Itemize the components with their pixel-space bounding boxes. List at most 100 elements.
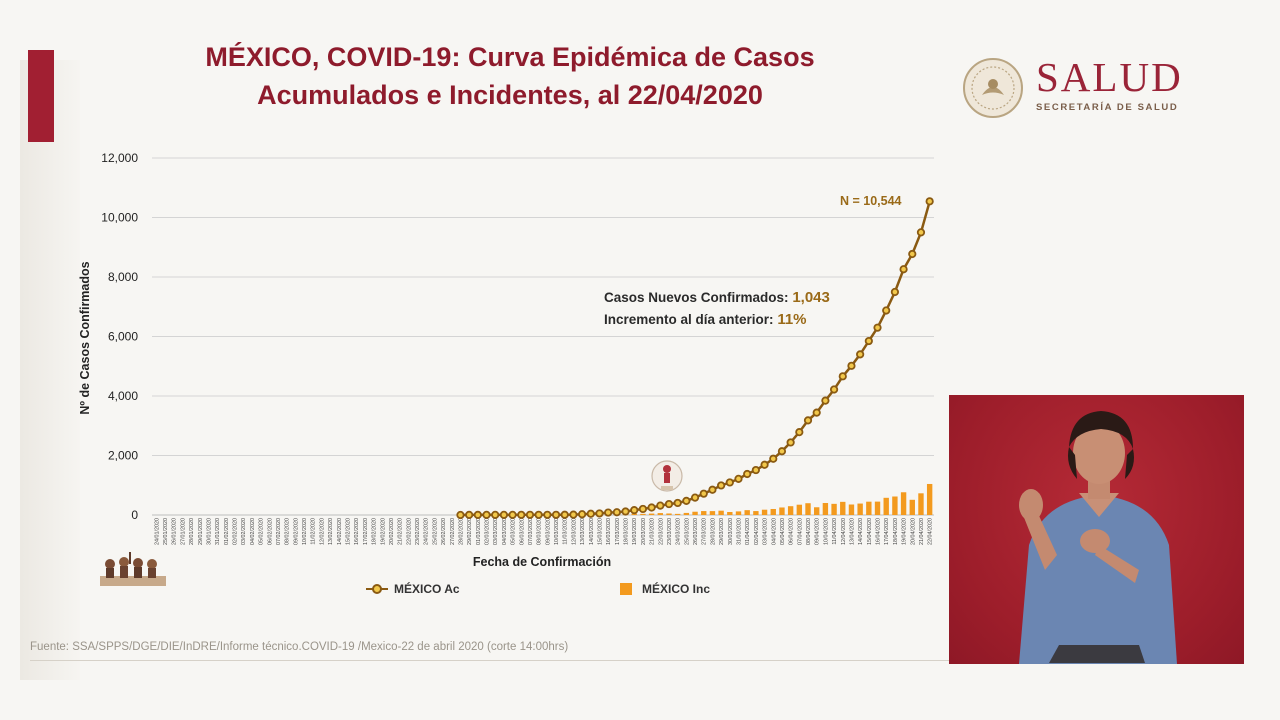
x-tick-label: 11/04/2020 bbox=[832, 518, 838, 545]
cumulative-point bbox=[543, 510, 552, 519]
new-cases-label: Casos Nuevos Confirmados: bbox=[604, 290, 789, 305]
incident-bar bbox=[805, 503, 811, 515]
x-tick-label: 16/02/2020 bbox=[354, 518, 360, 545]
incident-bar bbox=[900, 492, 907, 515]
cumulative-point bbox=[491, 510, 500, 519]
x-tick-label: 04/04/2020 bbox=[771, 518, 777, 545]
incident-bar bbox=[787, 506, 794, 515]
x-tick-label: 08/03/2020 bbox=[537, 518, 543, 545]
x-tick-label: 03/02/2020 bbox=[241, 518, 247, 545]
cumulative-point bbox=[647, 503, 656, 512]
footer-divider bbox=[30, 660, 950, 661]
x-tick-label: 19/03/2020 bbox=[632, 518, 638, 545]
x-tick-label: 02/02/2020 bbox=[233, 518, 239, 545]
x-tick-label: 28/01/2020 bbox=[189, 518, 195, 545]
cumulative-point bbox=[925, 197, 934, 206]
incident-bar bbox=[648, 513, 655, 515]
cumulative-point bbox=[586, 509, 595, 518]
cumulative-point bbox=[717, 481, 726, 490]
legend-label-incidentes: MÉXICO Inc bbox=[642, 582, 711, 596]
x-tick-label: 20/02/2020 bbox=[389, 518, 395, 545]
x-tick-label: 12/04/2020 bbox=[841, 518, 847, 545]
incident-bar bbox=[796, 504, 803, 515]
incident-bar bbox=[666, 513, 672, 515]
x-tick-label: 16/04/2020 bbox=[876, 518, 882, 545]
x-tick-label: 24/02/2020 bbox=[424, 518, 430, 545]
x-axis-ticks: 24/01/2020 25/01/2020 26/01/2020 27/01/2020… bbox=[154, 518, 933, 545]
x-tick-label: 14/02/2020 bbox=[337, 518, 343, 545]
x-tick-label: 29/02/2020 bbox=[467, 518, 473, 545]
x-tick-label: 12/03/2020 bbox=[571, 518, 577, 545]
cumulative-point bbox=[838, 372, 847, 381]
incident-bar bbox=[848, 504, 855, 515]
incident-bar bbox=[918, 493, 924, 515]
x-tick-label: 30/03/2020 bbox=[728, 518, 734, 545]
increase-label: Incremento al día anterior: bbox=[604, 312, 774, 327]
x-tick-label: 10/02/2020 bbox=[302, 518, 308, 545]
bar-legend-icon bbox=[620, 583, 632, 595]
x-tick-label: 04/03/2020 bbox=[502, 518, 508, 545]
x-tick-label: 29/03/2020 bbox=[719, 518, 725, 545]
cumulative-point bbox=[777, 447, 787, 456]
x-tick-label: 26/02/2020 bbox=[441, 518, 447, 545]
y-axis-ticks: 0 2,000 4,000 6,000 8,000 10,000 12,000 bbox=[101, 151, 138, 522]
cumulative-point bbox=[534, 510, 543, 519]
new-cases-value: 1,043 bbox=[792, 289, 830, 306]
x-tick-label: 21/04/2020 bbox=[919, 518, 925, 545]
incident-bar bbox=[761, 509, 768, 515]
increase-annotation: Incremento al día anterior: 11% bbox=[604, 311, 807, 328]
cumulative-point bbox=[551, 510, 561, 519]
x-tick-label: 23/03/2020 bbox=[667, 518, 673, 545]
cumulative-point bbox=[890, 287, 900, 297]
x-axis-label: Fecha de Confirmación bbox=[473, 555, 611, 569]
cumulative-markers bbox=[456, 197, 934, 520]
cumulative-point bbox=[734, 474, 743, 483]
x-tick-label: 12/02/2020 bbox=[319, 518, 325, 545]
cumulative-point bbox=[769, 454, 778, 463]
x-tick-label: 10/04/2020 bbox=[823, 518, 829, 545]
x-tick-label: 08/04/2020 bbox=[806, 518, 812, 545]
incident-bar bbox=[701, 511, 707, 515]
y-tick-label: 0 bbox=[131, 508, 138, 522]
x-tick-label: 05/04/2020 bbox=[780, 518, 786, 545]
x-tick-label: 02/03/2020 bbox=[485, 518, 491, 545]
x-tick-label: 04/02/2020 bbox=[250, 518, 256, 545]
x-tick-label: 09/02/2020 bbox=[293, 518, 299, 545]
incident-bar bbox=[770, 508, 776, 515]
x-tick-label: 17/03/2020 bbox=[615, 518, 621, 545]
incident-bar bbox=[718, 510, 724, 515]
cumulative-point bbox=[682, 496, 691, 505]
incident-bar bbox=[640, 513, 646, 515]
x-tick-label: 23/02/2020 bbox=[415, 518, 421, 545]
x-tick-label: 13/02/2020 bbox=[328, 518, 334, 545]
x-tick-label: 28/02/2020 bbox=[458, 518, 464, 545]
x-tick-label: 01/02/2020 bbox=[224, 518, 230, 545]
x-tick-label: 07/02/2020 bbox=[276, 518, 282, 545]
x-tick-label: 27/02/2020 bbox=[450, 518, 456, 545]
cumulative-point bbox=[786, 438, 795, 447]
cumulative-point bbox=[899, 265, 908, 274]
cumulative-point bbox=[882, 306, 891, 315]
x-tick-label: 22/02/2020 bbox=[406, 518, 412, 545]
title-line-1: MÉXICO, COVID-19: Curva Epidémica de Cas… bbox=[205, 42, 815, 72]
x-tick-label: 15/04/2020 bbox=[867, 518, 873, 545]
incident-bar bbox=[744, 510, 750, 515]
cumulative-point bbox=[751, 465, 760, 475]
cumulative-point bbox=[699, 489, 708, 498]
x-tick-label: 13/04/2020 bbox=[849, 518, 855, 545]
cumulative-point bbox=[864, 336, 873, 346]
incident-bar bbox=[909, 499, 915, 515]
x-tick-label: 22/04/2020 bbox=[928, 518, 934, 545]
cumulative-point bbox=[760, 460, 769, 469]
incident-bar bbox=[631, 513, 637, 515]
x-tick-label: 06/04/2020 bbox=[789, 518, 795, 545]
cumulative-point bbox=[795, 428, 804, 437]
legend-label-acumulados: MÉXICO Ac bbox=[394, 582, 460, 596]
incident-bar bbox=[883, 497, 889, 515]
x-tick-label: 17/04/2020 bbox=[884, 518, 890, 545]
x-tick-label: 02/04/2020 bbox=[754, 518, 760, 545]
y-tick-label: 12,000 bbox=[101, 151, 138, 165]
incident-bar bbox=[926, 483, 933, 515]
y-tick-label: 10,000 bbox=[101, 211, 138, 225]
cumulative-point bbox=[829, 385, 839, 394]
